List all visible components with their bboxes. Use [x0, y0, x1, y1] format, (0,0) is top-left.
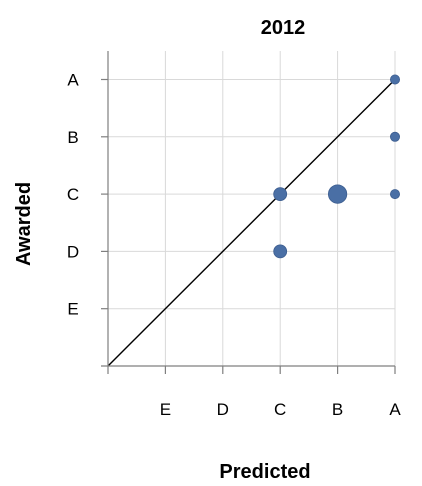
axes: A B C D E E D C B A	[67, 51, 401, 419]
reference-diagonal-line	[107, 79, 396, 367]
data-point	[273, 244, 288, 259]
y-axis-title: Awarded	[13, 182, 35, 266]
y-tick-label: A	[67, 71, 79, 90]
chart-title: 2012	[261, 17, 306, 39]
y-tick-label: E	[67, 300, 78, 319]
data-point	[389, 189, 400, 200]
x-tick-label: C	[274, 400, 286, 419]
data-point	[273, 187, 288, 202]
data-point	[389, 74, 400, 85]
x-tick-label: D	[217, 400, 229, 419]
data-points	[273, 74, 400, 259]
data-point	[327, 184, 348, 204]
x-tick-label: A	[389, 400, 401, 419]
grid	[108, 51, 396, 366]
y-tick-label: B	[67, 128, 78, 147]
y-tick-label: D	[67, 242, 79, 261]
x-tick-label: E	[160, 400, 171, 419]
y-tick-label: C	[67, 185, 79, 204]
x-axis-title: Predicted	[219, 461, 310, 483]
data-point	[389, 131, 400, 142]
x-tick-label: B	[332, 400, 343, 419]
